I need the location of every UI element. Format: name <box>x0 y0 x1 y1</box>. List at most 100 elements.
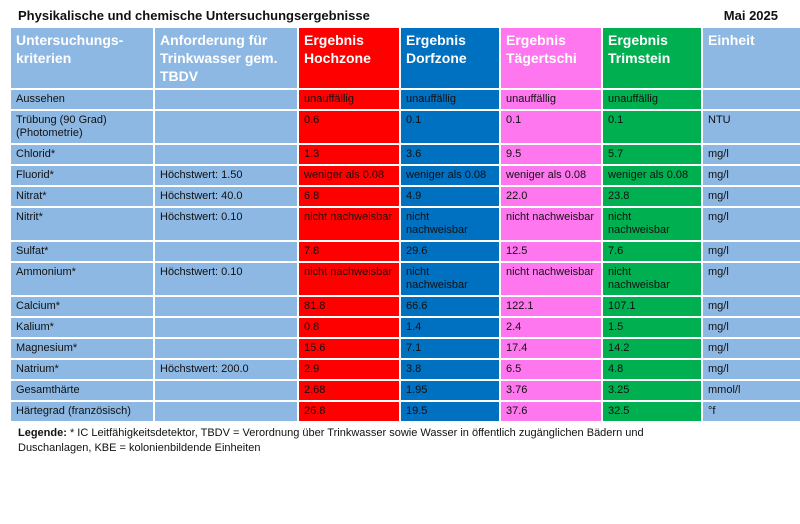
cell-dorfzone: 19.5 <box>401 402 499 421</box>
cell-anforderung <box>155 339 297 358</box>
cell-hochzone: 2.9 <box>299 360 399 379</box>
cell-hochzone: 1.3 <box>299 145 399 164</box>
cell-dorfzone: 4.9 <box>401 187 499 206</box>
cell-dorfzone: 7.1 <box>401 339 499 358</box>
header-anforderung: Anforderung für Trinkwasser gem. TBDV <box>155 28 297 88</box>
cell-anforderung: Höchstwert: 200.0 <box>155 360 297 379</box>
cell-hochzone: 2.68 <box>299 381 399 400</box>
cell-hochzone: nicht nachweisbar <box>299 208 399 240</box>
cell-taegertschi: 2.4 <box>501 318 601 337</box>
table-row: Kalium* 0.8 1.4 2.4 1.5 mg/l <box>11 318 800 337</box>
cell-kriterium: Fluorid* <box>11 166 153 185</box>
header-taegertschi: Ergebnis Tägertschi <box>501 28 601 88</box>
cell-kriterium: Sulfat* <box>11 242 153 261</box>
cell-trimstein: nicht nachweisbar <box>603 263 701 295</box>
cell-kriterium: Kalium* <box>11 318 153 337</box>
cell-trimstein: 7.6 <box>603 242 701 261</box>
cell-hochzone: 6.8 <box>299 187 399 206</box>
cell-kriterium: Calcium* <box>11 297 153 316</box>
cell-taegertschi: nicht nachweisbar <box>501 208 601 240</box>
cell-taegertschi: 9.5 <box>501 145 601 164</box>
report-date: Mai 2025 <box>723 8 778 23</box>
cell-dorfzone: 0.1 <box>401 111 499 143</box>
table-row: Sulfat* 7.8 29.6 12.5 7.6 mg/l <box>11 242 800 261</box>
cell-hochzone: 7.8 <box>299 242 399 261</box>
table-row: Chlorid* 1.3 3.6 9.5 5.7 mg/l <box>11 145 800 164</box>
cell-trimstein: 1.5 <box>603 318 701 337</box>
cell-kriterium: Natrium* <box>11 360 153 379</box>
table-row: Natrium* Höchstwert: 200.0 2.9 3.8 6.5 4.8 mg/… <box>11 360 800 379</box>
cell-hochzone: unauffällig <box>299 90 399 109</box>
cell-kriterium: Härtegrad (französisch) <box>11 402 153 421</box>
cell-dorfzone: 3.6 <box>401 145 499 164</box>
cell-einheit: mg/l <box>703 187 800 206</box>
legend: Legende: * IC Leitfähigkeitsdetektor, TB… <box>9 423 709 456</box>
cell-taegertschi: 22.0 <box>501 187 601 206</box>
table-row: Trübung (90 Grad) (Photometrie) 0.6 0.1 0.1… <box>11 111 800 143</box>
cell-anforderung <box>155 402 297 421</box>
cell-einheit: mg/l <box>703 339 800 358</box>
table-row: Aussehen unauffällig unauffällig unauffälli… <box>11 90 800 109</box>
header-trimstein: Ergebnis Trimstein <box>603 28 701 88</box>
table-row: Ammonium* Höchstwert: 0.10 nicht nachweisb… <box>11 263 800 295</box>
cell-hochzone: 26.8 <box>299 402 399 421</box>
cell-anforderung <box>155 297 297 316</box>
cell-anforderung: Höchstwert: 0.10 <box>155 208 297 240</box>
cell-trimstein: unauffällig <box>603 90 701 109</box>
cell-hochzone: 15.6 <box>299 339 399 358</box>
cell-kriterium: Gesamthärte <box>11 381 153 400</box>
cell-anforderung: Höchstwert: 0.10 <box>155 263 297 295</box>
cell-anforderung <box>155 381 297 400</box>
cell-taegertschi: 17.4 <box>501 339 601 358</box>
cell-trimstein: 4.8 <box>603 360 701 379</box>
table-row: Gesamthärte 2.68 1.95 3.76 3.25 mmol/l <box>11 381 800 400</box>
cell-trimstein: 5.7 <box>603 145 701 164</box>
header-einheit: Einheit <box>703 28 800 88</box>
legend-text: * IC Leitfähigkeitsdetektor, TBDV = Vero… <box>18 427 644 454</box>
cell-einheit: mg/l <box>703 242 800 261</box>
cell-trimstein: 0.1 <box>603 111 701 143</box>
cell-kriterium: Chlorid* <box>11 145 153 164</box>
cell-trimstein: 23.8 <box>603 187 701 206</box>
cell-kriterium: Aussehen <box>11 90 153 109</box>
cell-kriterium: Trübung (90 Grad) (Photometrie) <box>11 111 153 143</box>
cell-taegertschi: 0.1 <box>501 111 601 143</box>
cell-einheit: mg/l <box>703 360 800 379</box>
cell-einheit: mg/l <box>703 318 800 337</box>
cell-einheit: mg/l <box>703 208 800 240</box>
cell-kriterium: Magnesium* <box>11 339 153 358</box>
cell-hochzone: 81.8 <box>299 297 399 316</box>
cell-anforderung <box>155 111 297 143</box>
cell-taegertschi: 122.1 <box>501 297 601 316</box>
table-row: Fluorid* Höchstwert: 1.50 weniger als 0.08… <box>11 166 800 185</box>
cell-einheit: mmol/l <box>703 381 800 400</box>
cell-anforderung: Höchstwert: 40.0 <box>155 187 297 206</box>
cell-dorfzone: 29.6 <box>401 242 499 261</box>
cell-taegertschi: 12.5 <box>501 242 601 261</box>
cell-trimstein: 107.1 <box>603 297 701 316</box>
cell-kriterium: Ammonium* <box>11 263 153 295</box>
cell-dorfzone: 1.95 <box>401 381 499 400</box>
cell-taegertschi: 37.6 <box>501 402 601 421</box>
cell-taegertschi: 3.76 <box>501 381 601 400</box>
cell-kriterium: Nitrat* <box>11 187 153 206</box>
cell-hochzone: nicht nachweisbar <box>299 263 399 295</box>
table-row: Härtegrad (französisch) 26.8 19.5 37.6 32.5 °… <box>11 402 800 421</box>
cell-dorfzone: nicht nachweisbar <box>401 263 499 295</box>
header-dorfzone: Ergebnis Dorfzone <box>401 28 499 88</box>
cell-taegertschi: weniger als 0.08 <box>501 166 601 185</box>
cell-hochzone: 0.8 <box>299 318 399 337</box>
results-table: Untersuchungs-kriterien Anforderung für T… <box>9 26 800 423</box>
cell-einheit <box>703 90 800 109</box>
page-title: Physikalische und chemische Untersuchung… <box>18 8 370 23</box>
cell-anforderung <box>155 242 297 261</box>
header-row: Untersuchungs-kriterien Anforderung für T… <box>11 28 800 88</box>
legend-label: Legende: <box>18 427 67 439</box>
cell-trimstein: nicht nachweisbar <box>603 208 701 240</box>
cell-einheit: °f <box>703 402 800 421</box>
cell-einheit: mg/l <box>703 166 800 185</box>
cell-trimstein: 3.25 <box>603 381 701 400</box>
cell-trimstein: weniger als 0.08 <box>603 166 701 185</box>
cell-anforderung <box>155 145 297 164</box>
table-row: Calcium* 81.8 66.6 122.1 107.1 mg/l <box>11 297 800 316</box>
